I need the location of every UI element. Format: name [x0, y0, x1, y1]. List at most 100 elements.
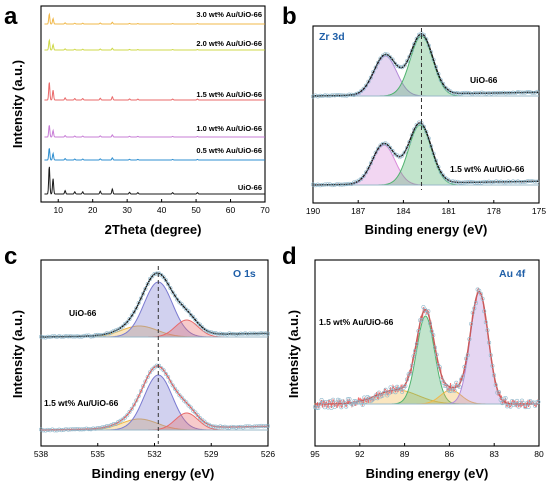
- panel-d-data-point: [427, 321, 432, 326]
- panel-d-data-point: [347, 397, 352, 402]
- panel-b-xtick-label: 190: [306, 206, 320, 216]
- panel-d-data-point: [485, 328, 490, 333]
- panel-b-data-point: [313, 183, 318, 188]
- panel-d-ylabel: Intensity (a.u.): [286, 310, 301, 398]
- panel-b-data-point: [484, 179, 489, 184]
- panel-c-data-point: [86, 427, 91, 432]
- panel-d-data-point: [386, 391, 391, 396]
- panel-c-data-point: [152, 271, 157, 276]
- panel-c-data-point: [252, 424, 257, 429]
- panel-c-data-point: [116, 419, 121, 424]
- panel-d-data-point: [477, 288, 482, 293]
- panel-b-data-point: [433, 64, 438, 69]
- panel-c-data-point: [213, 331, 218, 336]
- panel-b-data-point: [315, 182, 320, 187]
- panel-c-data-point: [256, 424, 261, 429]
- panel-d-data-point: [314, 405, 319, 410]
- panel-d-data-point: [529, 400, 534, 405]
- panel-b-data-point: [535, 89, 540, 94]
- panel-d-data-point: [339, 405, 344, 410]
- panel-b-data-point: [532, 90, 537, 95]
- panel-c-data-point: [134, 398, 139, 403]
- panel-c-data-point: [66, 334, 71, 339]
- panel-d-data-point: [482, 309, 487, 314]
- panel-c-data-point: [125, 320, 130, 325]
- panel-d-data-point: [503, 396, 508, 401]
- panel-b-data-point: [310, 94, 315, 99]
- panel-b-data-point: [458, 91, 463, 96]
- panel-b-data-point: [484, 91, 489, 96]
- panel-a-xtick-label: 20: [88, 205, 98, 215]
- panel-b-data-point: [460, 91, 465, 96]
- panel-b-data-point: [371, 155, 376, 160]
- panel-c-data-point: [238, 424, 243, 429]
- panel-c-data-point: [118, 418, 123, 423]
- panel-c-data-point: [216, 332, 221, 337]
- panel-c-data-point: [38, 427, 43, 432]
- panel-d-data-point: [508, 404, 513, 409]
- panel-b-data-point: [356, 91, 361, 96]
- panel-b-data-point: [342, 182, 347, 187]
- panel-b-data-point: [503, 91, 508, 96]
- panel-b-data-point: [327, 93, 332, 98]
- panel-c-data-point: [182, 304, 187, 309]
- panel-b-data-point: [424, 129, 429, 134]
- panel-b-xtick-label: 175: [532, 206, 546, 216]
- panel-d-data-point: [350, 402, 355, 407]
- panel-b-data-point: [496, 179, 501, 184]
- panel-c-data-point: [127, 409, 132, 414]
- panel-a-series-line: [44, 38, 265, 51]
- panel-c-data-point: [77, 334, 82, 339]
- panel-c-data-point: [245, 424, 250, 429]
- panel-d-data-point: [375, 396, 380, 401]
- panel-b-component-peak: [313, 35, 539, 97]
- panel-d-series-label: 1.5 wt% Au/UiO-66: [319, 317, 394, 327]
- panel-b-data-point: [438, 170, 443, 175]
- panel-c-data-point: [70, 427, 75, 432]
- panel-b-data-point: [385, 142, 390, 147]
- panel-b-data-point: [409, 48, 414, 53]
- panel-d-data-point: [393, 390, 398, 395]
- panel-d-data-point: [462, 364, 467, 369]
- panel-b-data-point: [318, 93, 323, 98]
- panel-c-data-point: [216, 425, 221, 430]
- panel-c-data-point: [145, 282, 150, 287]
- panel-d-data-point: [513, 401, 518, 406]
- panel-b-data-point: [453, 179, 458, 184]
- panel-b-data-point: [527, 90, 532, 95]
- panel-c-data-point: [98, 426, 103, 431]
- panel-d-data-point: [472, 306, 477, 311]
- panel-c-data-point: [125, 413, 130, 418]
- panel-c-data-point: [79, 334, 84, 339]
- panel-b-data-point: [337, 93, 342, 98]
- panel-b-data-point: [332, 93, 337, 98]
- panel-d-data-point: [536, 399, 541, 404]
- panel-b-data-point: [359, 88, 364, 93]
- panel-c-data-point: [98, 332, 103, 337]
- panel-c-data-point: [202, 419, 207, 424]
- panel-b-data-point: [501, 180, 506, 185]
- panel-c-data-point: [59, 334, 64, 339]
- panel-b-data-point: [523, 90, 528, 95]
- panel-c-data-point: [229, 331, 234, 336]
- panel-c-data-point: [161, 368, 166, 373]
- panel-c-data-point: [225, 425, 230, 430]
- panel-d-data-point: [516, 404, 521, 409]
- panel-c-xtick-label: 538: [34, 449, 48, 459]
- panel-d-data-point: [487, 340, 492, 345]
- panel-c-data-point: [109, 422, 114, 427]
- panel-d-data-point: [469, 321, 474, 326]
- panel-d-data-point: [419, 317, 424, 322]
- panel-d-data-point: [437, 365, 442, 370]
- panel-d-data-point: [408, 371, 413, 376]
- panel-b-data-point: [313, 93, 318, 98]
- panel-b-data-point: [511, 179, 516, 184]
- panel-c-title: O 1s: [233, 268, 256, 280]
- panel-d-data-point: [423, 307, 428, 312]
- panel-c-data-point: [245, 332, 250, 337]
- panel-b-data-point: [347, 181, 352, 186]
- panel-a-ylabel: Intensity (a.u.): [10, 60, 25, 148]
- panel-c-data-point: [150, 274, 155, 279]
- panel-d-data-point: [495, 390, 500, 395]
- panel-c-data-point: [186, 403, 191, 408]
